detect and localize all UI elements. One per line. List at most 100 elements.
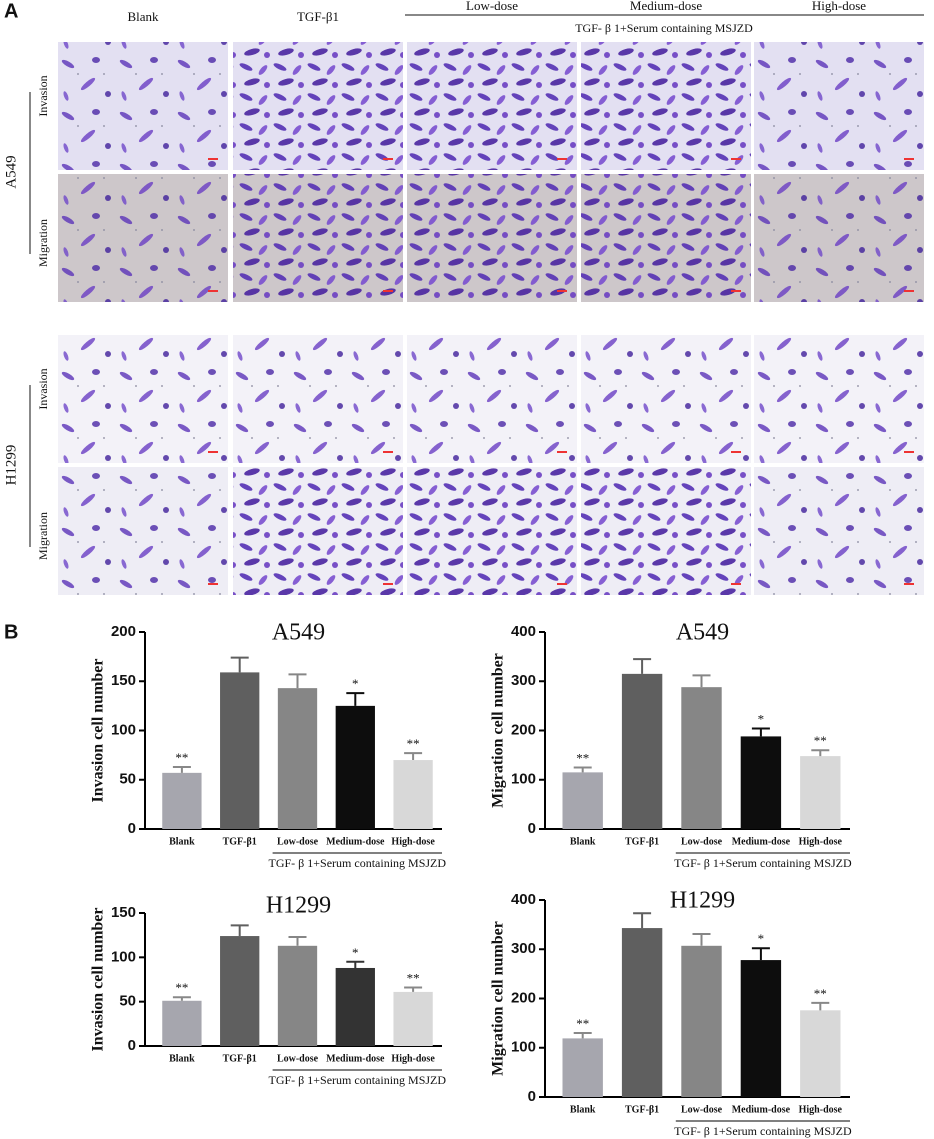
micrograph-cells bbox=[407, 335, 577, 463]
significance-label: * bbox=[758, 931, 765, 946]
y-tick-label: 50 bbox=[119, 771, 136, 788]
cell-line-label: A549 bbox=[3, 155, 19, 188]
scale-bar bbox=[208, 583, 218, 585]
bar bbox=[562, 772, 603, 829]
scale-bar bbox=[557, 290, 567, 292]
scale-bar bbox=[557, 583, 567, 585]
bar bbox=[277, 945, 318, 1046]
micrograph-cells bbox=[754, 42, 924, 170]
bar bbox=[562, 1038, 603, 1097]
significance-label: * bbox=[352, 676, 359, 691]
y-axis-label: Invasion cell number bbox=[90, 907, 107, 1051]
error-bar bbox=[811, 1001, 830, 1011]
micrograph-cells bbox=[233, 467, 403, 595]
x-tick-label: Blank bbox=[169, 1053, 195, 1064]
x-tick-label: Low-dose bbox=[681, 836, 723, 847]
error-bar bbox=[346, 960, 365, 968]
significance-label: ** bbox=[814, 733, 827, 748]
x-tick-label: TGF-β1 bbox=[223, 1053, 257, 1064]
scale-bar bbox=[383, 158, 393, 160]
scale-bar bbox=[731, 583, 741, 585]
scale-bar bbox=[557, 451, 567, 453]
bar-chart: 0 100 200 300 400 H1299 Migration cell number *… bbox=[490, 888, 852, 1138]
x-tick-label: High-dose bbox=[391, 1053, 435, 1064]
y-tick-label: 300 bbox=[511, 672, 536, 689]
y-axis-label: Invasion cell number bbox=[90, 658, 107, 802]
bar bbox=[681, 945, 722, 1097]
x-tick-label: Blank bbox=[570, 1104, 596, 1115]
error-bar bbox=[230, 656, 249, 673]
error-bar bbox=[230, 924, 249, 937]
x-tick-label: Medium-dose bbox=[732, 836, 791, 847]
micrograph-cells bbox=[581, 467, 751, 595]
bar-chart: 0 50 100 150 200 A549 Invasion cell number ** Bl… bbox=[90, 620, 447, 870]
y-tick-label: 100 bbox=[511, 771, 536, 788]
scale-bar bbox=[383, 451, 393, 453]
x-tick-label: Low-dose bbox=[277, 836, 319, 847]
error-bar bbox=[751, 727, 770, 737]
x-tick-label: TGF-β1 bbox=[223, 836, 257, 847]
x-tick-label: Low-dose bbox=[277, 1053, 319, 1064]
micrograph-cells bbox=[407, 467, 577, 595]
scale-bar bbox=[383, 290, 393, 292]
y-tick-label: 100 bbox=[111, 721, 136, 738]
error-bar bbox=[404, 752, 423, 761]
cell-line-label: H1299 bbox=[3, 445, 19, 486]
x-tick-label: Low-dose bbox=[681, 1104, 723, 1115]
column-label: TGF-β1 bbox=[297, 9, 339, 24]
error-bar bbox=[692, 932, 711, 946]
y-tick-label: 200 bbox=[111, 623, 136, 640]
significance-label: * bbox=[352, 945, 359, 960]
bar bbox=[220, 672, 260, 829]
y-tick-label: 150 bbox=[111, 672, 136, 689]
x-tick-label: Blank bbox=[570, 836, 596, 847]
micrograph-cells bbox=[407, 42, 577, 170]
row-label: Invasion bbox=[36, 368, 50, 409]
y-axis-label: Migration cell number bbox=[490, 921, 507, 1076]
significance-label: ** bbox=[576, 750, 589, 765]
significance-label: ** bbox=[175, 980, 188, 995]
error-bar bbox=[346, 692, 365, 706]
error-bar bbox=[573, 766, 592, 773]
row-label: Invasion bbox=[36, 75, 50, 116]
x-tick-label: TGF-β1 bbox=[625, 836, 659, 847]
significance-label: ** bbox=[576, 1016, 589, 1031]
group-label: TGF- β 1+Serum containing MSJZD bbox=[269, 856, 447, 870]
error-bar bbox=[288, 673, 307, 689]
bar bbox=[621, 673, 663, 829]
scale-bar bbox=[208, 290, 218, 292]
y-tick-label: 200 bbox=[511, 721, 536, 738]
bar bbox=[277, 688, 318, 829]
scale-bar bbox=[904, 158, 914, 160]
x-tick-label: Medium-dose bbox=[732, 1104, 791, 1115]
y-tick-label: 150 bbox=[111, 904, 136, 921]
error-bar bbox=[172, 996, 191, 1001]
error-bar bbox=[751, 947, 770, 961]
micrograph-cells bbox=[581, 335, 751, 463]
error-bar bbox=[172, 765, 191, 773]
y-axis-label: Migration cell number bbox=[490, 653, 507, 808]
micrograph-cells bbox=[233, 42, 403, 170]
error-bar bbox=[573, 1031, 592, 1039]
micrograph-cells bbox=[581, 174, 751, 302]
x-tick-label: Medium-dose bbox=[326, 1053, 385, 1064]
micrograph-cells bbox=[754, 335, 924, 463]
column-label: Blank bbox=[127, 9, 159, 24]
chart-title: H1299 bbox=[266, 893, 331, 919]
y-tick-label: 300 bbox=[511, 940, 536, 957]
group-label: TGF- β 1+Serum containing MSJZD bbox=[674, 856, 852, 870]
scale-bar bbox=[557, 158, 567, 160]
bar bbox=[335, 967, 375, 1046]
bar bbox=[162, 772, 202, 829]
column-label: High-dose bbox=[812, 0, 866, 13]
x-tick-label: High-dose bbox=[799, 1104, 843, 1115]
micrograph-cells bbox=[233, 335, 403, 463]
y-tick-label: 100 bbox=[111, 948, 136, 965]
scale-bar bbox=[904, 290, 914, 292]
column-label: Low-dose bbox=[466, 0, 518, 13]
group-label: TGF- β 1+Serum containing MSJZD bbox=[575, 21, 753, 35]
group-label: TGF- β 1+Serum containing MSJZD bbox=[674, 1124, 852, 1138]
y-tick-label: 400 bbox=[511, 623, 536, 640]
